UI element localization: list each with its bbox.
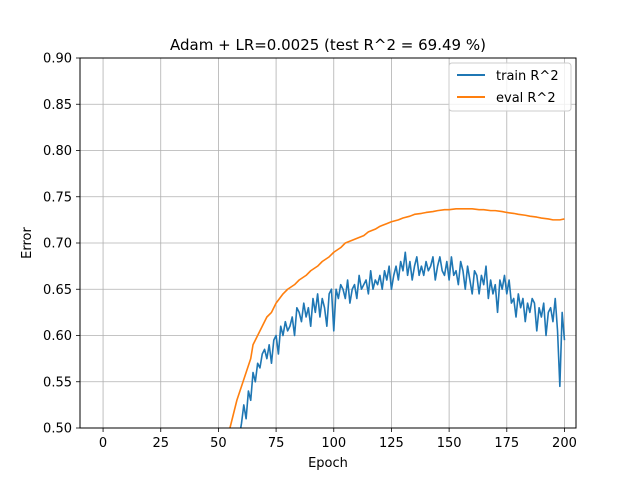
series-line-train [236, 251, 566, 428]
y-tick-label: 0.70 [43, 237, 72, 252]
legend-label-eval: eval R^2 [496, 91, 556, 106]
x-axis-label: Epoch [308, 456, 348, 471]
x-tick-label: 125 [379, 436, 404, 451]
series-line-eval [229, 207, 565, 428]
y-tick-label: 0.60 [43, 329, 72, 344]
x-tick-label: 50 [210, 436, 227, 451]
y-tick-label: 0.55 [43, 375, 72, 390]
x-tick-label: 175 [494, 436, 519, 451]
legend: train R^2 eval R^2 [448, 62, 572, 112]
y-tick-label: 0.50 [43, 422, 72, 437]
x-tick-label: 200 [552, 436, 577, 451]
y-tick-label: 0.75 [43, 190, 72, 205]
y-tick-label: 0.80 [43, 144, 72, 159]
x-tick-label: 0 [99, 436, 107, 451]
series-layer [229, 207, 566, 428]
x-axis-ticks: 0 25 50 75 100 125 150 175 200 [99, 428, 577, 451]
y-axis-label: Error [20, 227, 35, 259]
legend-label-train: train R^2 [496, 69, 559, 84]
y-tick-label: 0.85 [43, 98, 72, 113]
y-axis-ticks: 0.50 0.55 0.60 0.65 0.70 0.75 0.80 0.85 0.90 [43, 52, 80, 437]
x-tick-label: 100 [321, 436, 346, 451]
chart-title: Adam + LR=0.0025 (test R^2 = 69.49 %) [170, 36, 486, 54]
y-tick-label: 0.90 [43, 52, 72, 67]
x-tick-label: 25 [152, 436, 169, 451]
y-tick-label: 0.65 [43, 283, 72, 298]
x-tick-label: 75 [268, 436, 285, 451]
x-tick-label: 150 [437, 436, 462, 451]
